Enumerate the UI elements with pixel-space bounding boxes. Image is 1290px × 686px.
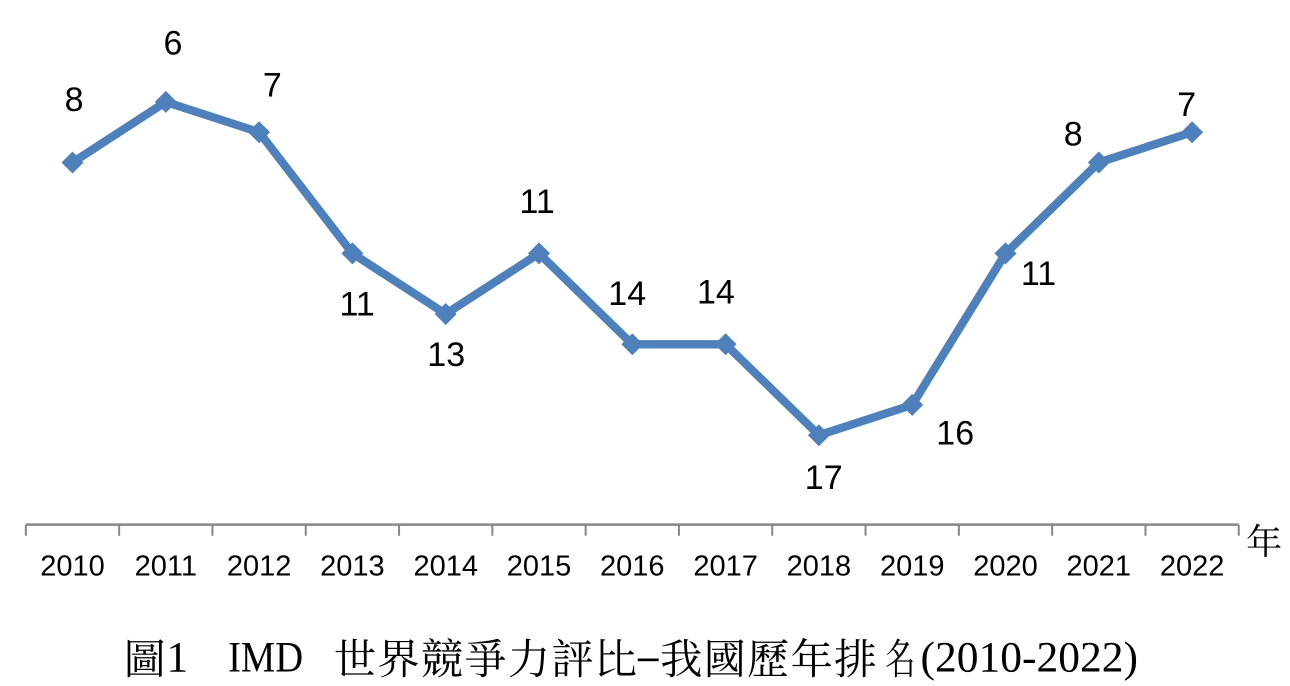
svg-text:8: 8	[1064, 116, 1083, 154]
svg-text:2015: 2015	[507, 550, 572, 582]
svg-text:2017: 2017	[693, 550, 758, 582]
svg-text:2011: 2011	[135, 550, 197, 582]
svg-text:7: 7	[1177, 86, 1196, 124]
svg-text:2016: 2016	[600, 550, 665, 582]
svg-text:2012: 2012	[227, 550, 292, 582]
svg-text:14: 14	[608, 275, 646, 313]
svg-text:2010: 2010	[40, 550, 105, 582]
svg-text:2022: 2022	[1160, 550, 1225, 582]
svg-text:11: 11	[340, 285, 375, 323]
svg-text:2013: 2013	[320, 550, 385, 582]
svg-text:11: 11	[1021, 255, 1056, 293]
svg-text:(2010-2022): (2010-2022)	[921, 634, 1138, 682]
svg-text:17: 17	[805, 459, 843, 497]
svg-text:16: 16	[936, 414, 974, 452]
svg-text:7: 7	[263, 67, 282, 105]
svg-text:8: 8	[65, 81, 84, 119]
svg-text:11: 11	[520, 183, 555, 221]
svg-text:2021: 2021	[1067, 550, 1132, 582]
svg-text:2019: 2019	[880, 550, 945, 582]
svg-text:2018: 2018	[787, 550, 852, 582]
svg-text:2020: 2020	[973, 550, 1038, 582]
svg-text:14: 14	[697, 274, 735, 312]
svg-text:2014: 2014	[413, 550, 478, 582]
svg-text:6: 6	[163, 24, 182, 62]
svg-text:IMD: IMD	[228, 634, 303, 682]
svg-text:13: 13	[427, 336, 465, 374]
svg-text:1: 1	[166, 634, 188, 682]
